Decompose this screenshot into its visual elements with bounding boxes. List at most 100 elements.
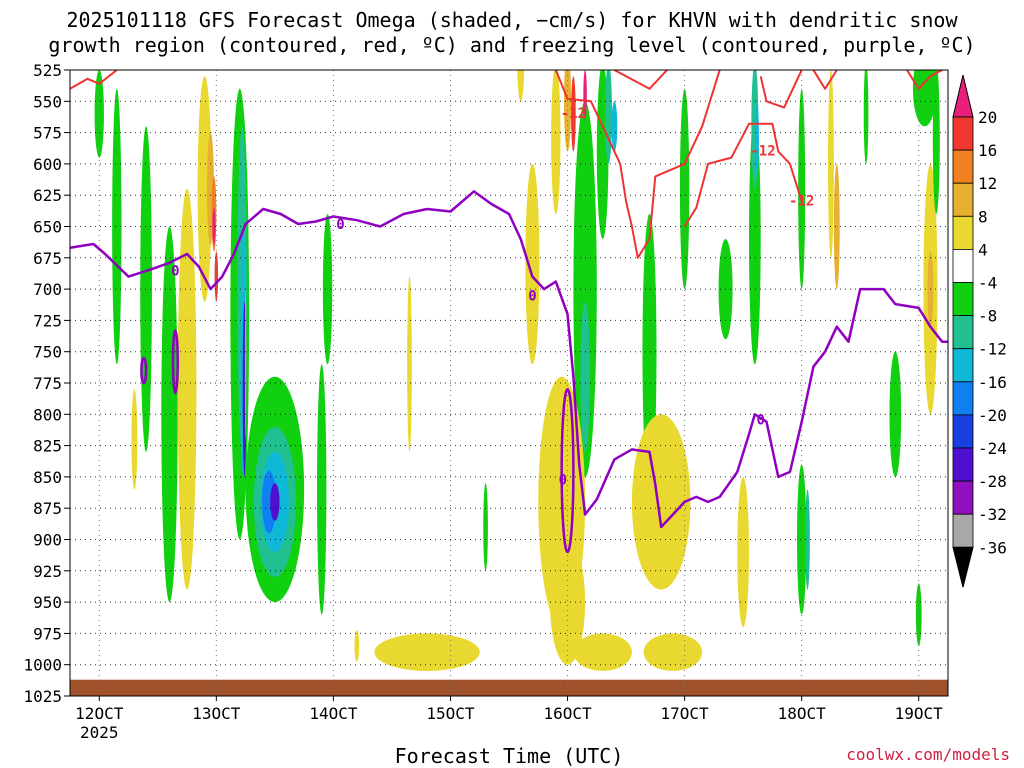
omega-cell-44: [679, 88, 690, 290]
colorbar-swatch-10: [952, 414, 974, 449]
omega-cell-40: [573, 633, 632, 671]
dgz-contour-3: [683, 122, 803, 228]
omega-cell-46: [748, 113, 761, 365]
omega-cell-15: [244, 289, 247, 440]
x-tick-label-6: 18OCT: [778, 704, 827, 723]
dgz-contour-2: [613, 70, 668, 90]
colorbar: 20 16 12 8 4 -4 -8 -12 -16 -20 -24 -28 -32 -36: [952, 74, 1007, 588]
omega-cell-35: [571, 76, 576, 152]
y-axis: 525 550 575 600 625 650 675 700 725 750 775 800 825 8…: [23, 61, 70, 706]
y-tick-label-2: 575: [33, 124, 62, 143]
colorbar-swatch-12: [952, 480, 974, 515]
colorbar-label-5: -4: [978, 274, 997, 293]
colorbar-swatch-8: [952, 348, 974, 383]
freezing-level-line: [70, 190, 948, 529]
omega-cell-42: [631, 414, 691, 590]
chart-title: 2025101118 GFS Forecast Omega (shaded, −…: [0, 8, 1024, 58]
colorbar-swatch-5: [952, 248, 974, 283]
y-tick-label-17: 950: [33, 593, 62, 612]
x-tick-label-7: 19OCT: [895, 704, 944, 723]
x-tick-label-4: 16OCT: [543, 704, 592, 723]
y-tick-label-19: 1000: [23, 656, 62, 675]
y-tick-label-18: 975: [33, 624, 62, 643]
x-axis: 12OCT 13OCT 14OCT 15OCT 16OCT 17OCT 18OCT 19OCT…: [75, 696, 943, 742]
omega-cell-49: [737, 476, 749, 628]
y-tick-label-11: 800: [33, 405, 62, 424]
colorbar-label-2: 12: [978, 174, 997, 193]
contour-label-2: -12: [789, 193, 814, 209]
colorbar-label-4: 4: [978, 240, 988, 259]
omega-cell-30: [580, 301, 590, 452]
freezing-loop-2: [560, 388, 575, 554]
omega-cell-51: [805, 489, 810, 590]
y-tick-label-4: 625: [33, 186, 62, 205]
x-axis-label: Forecast Time (UTC): [394, 744, 624, 768]
dgz-contour-0: [70, 70, 118, 90]
omega-cell-24: [354, 630, 360, 662]
y-tick-label-12: 825: [33, 437, 62, 456]
colorbar-swatch-1: [952, 116, 974, 151]
omega-cell-2: [140, 126, 152, 452]
surface-layer: [70, 679, 948, 696]
colorbar-swatch-11: [952, 447, 974, 482]
colorbar-label-1: 16: [978, 141, 997, 160]
contours: [70, 70, 948, 554]
y-tick-label-5: 650: [33, 218, 62, 237]
colorbar-swatch-4: [952, 215, 974, 250]
freezing-loop-0: [140, 356, 148, 385]
omega-cell-33: [551, 70, 561, 214]
colorbar-swatch-9: [952, 381, 974, 416]
dgz-contour-5: [812, 70, 838, 90]
omega-cell-20: [270, 483, 280, 521]
colorbar-swatch-3: [952, 182, 974, 217]
omega-cell-39: [611, 101, 618, 152]
colorbar-label-7: -12: [978, 340, 1007, 359]
omega-cell-9: [212, 207, 216, 246]
y-tick-label-7: 700: [33, 280, 62, 299]
colorbar-top-arrow: [952, 74, 974, 118]
title-line-1: 2025101118 GFS Forecast Omega (shaded, −…: [66, 8, 958, 32]
y-tick-label-9: 750: [33, 343, 62, 362]
omega-cell-54: [833, 163, 840, 290]
contour-label-0: -12: [561, 106, 586, 122]
y-tick-label-8: 725: [33, 311, 62, 330]
colorbar-label-9: -20: [978, 406, 1007, 425]
colorbar-label-10: -24: [978, 439, 1007, 458]
colorbar-swatch-13: [952, 513, 974, 548]
colorbar-label-11: -28: [978, 472, 1007, 491]
omega-cell-32: [549, 539, 586, 665]
contour-label-1: -12: [750, 143, 775, 159]
dgz-contour-4: [759, 70, 803, 109]
omega-cell-61: [915, 583, 922, 646]
colorbar-label-6: -8: [978, 307, 997, 326]
y-tick-label-20: 1025: [23, 687, 62, 706]
omega-cell-3: [131, 389, 138, 490]
freezing-loop-1: [171, 329, 179, 395]
colorbar-label-0: 20: [978, 108, 997, 127]
omega-cell-27: [525, 163, 540, 365]
dgz-contour-1: [554, 70, 721, 259]
omega-cell-57: [912, 70, 937, 127]
x-tick-label-1: 13OCT: [192, 704, 241, 723]
contour-label-6: 0: [559, 473, 567, 489]
colorbar-swatch-6: [952, 282, 974, 316]
omega-shading: [94, 70, 940, 671]
contour-label-4: 0: [171, 264, 179, 280]
title-line-2: growth region (contoured, red, ºC) and f…: [48, 33, 976, 57]
x-tick-label-5: 17OCT: [661, 704, 710, 723]
x-tick-label-3: 15OCT: [426, 704, 475, 723]
y-tick-label-6: 675: [33, 249, 62, 268]
omega-cell-60: [932, 70, 940, 214]
omega-cell-36: [583, 70, 587, 121]
omega-cell-38: [604, 70, 613, 164]
x-year-label: 2025: [80, 723, 119, 742]
x-tick-label-2: 14OCT: [309, 704, 358, 723]
y-tick-label-15: 900: [33, 531, 62, 550]
colorbar-label-12: -32: [978, 505, 1007, 524]
omega-cell-10: [214, 251, 219, 302]
omega-cell-43: [643, 633, 703, 671]
y-tick-label-1: 550: [33, 92, 62, 111]
y-tick-label-16: 925: [33, 562, 62, 581]
omega-cell-22: [322, 213, 333, 365]
